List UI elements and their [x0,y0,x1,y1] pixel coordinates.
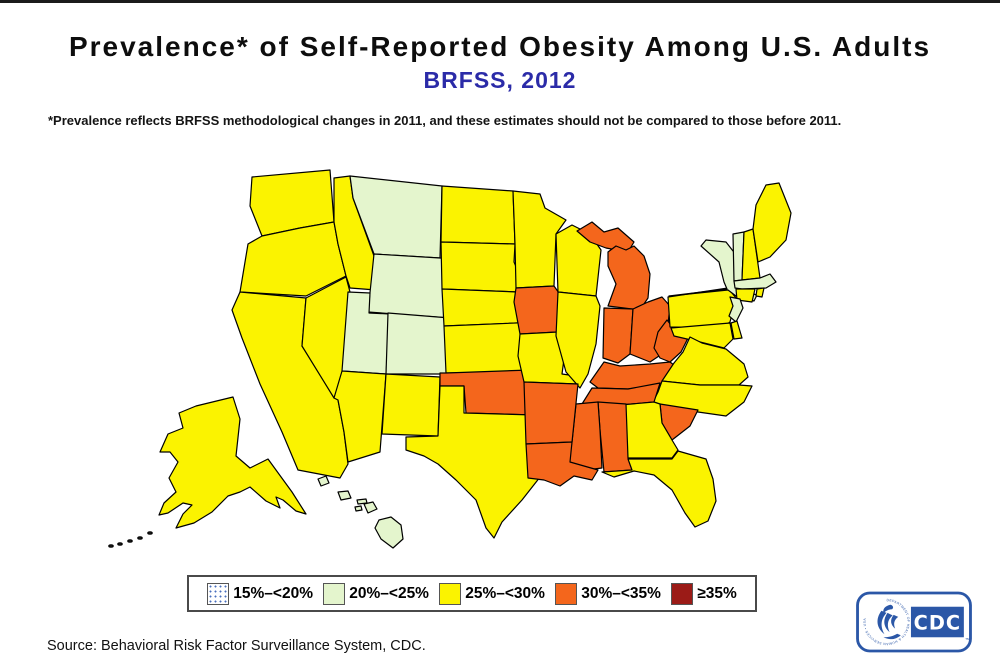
legend-swatch-30-35 [555,582,578,605]
legend-item-30-35: 30%–<35% [555,582,661,605]
state-ma [733,273,777,290]
state-il [555,291,601,389]
legend-label: ≥35% [697,584,737,602]
cdc-wordmark: CDC ™ [910,606,970,643]
state-me [752,182,792,263]
aleutian-islands [137,536,143,540]
source-note: Source: Behavioral Risk Factor Surveilla… [47,638,426,654]
page-title: Prevalence* of Self-Reported Obesity Amo… [68,31,932,62]
state-hi [354,505,363,512]
aleutian-islands [147,531,153,535]
cdc-hhs-logo: DEPARTMENT OF HEALTH & HUMAN SERVICES • … [856,591,972,653]
legend-label: 20%–<25% [349,584,429,602]
state-ak [158,396,307,529]
state-nd [440,185,516,245]
legend-item-35plus: ≥35% [671,582,737,605]
state-mi [607,245,651,311]
svg-text:CDC: CDC [914,612,961,635]
state-tx [405,385,545,539]
state-hi [317,475,330,487]
legend-label: 25%–<30% [465,584,545,602]
state-la [525,441,599,487]
legend-label: 30%–<35% [581,584,661,602]
legend-swatch-15-20 [207,582,230,605]
state-fl [601,450,717,528]
legend-item-15-20: 15%–<20% [207,582,313,605]
legend-item-20-25: 20%–<25% [323,582,429,605]
state-al [597,401,633,473]
state-nm [381,373,441,437]
state-sd [440,241,521,293]
state-nj [728,296,744,323]
legend-item-25-30: 25%–<30% [439,582,545,605]
footnote: *Prevalence reflects BRFSS methodologica… [48,113,842,128]
legend-swatch-35plus [671,582,694,605]
legend: 15%–<20% 20%–<25% 25%–<30% 30%–<35% ≥35% [187,575,757,612]
legend-swatch-25-30 [439,582,462,605]
aleutian-islands [108,544,114,548]
legend-swatch-20-25 [323,582,346,605]
state-pa [667,287,737,329]
state-hi [363,501,378,514]
state-ar [523,381,579,445]
state-ct [735,288,756,303]
state-mi [576,221,635,253]
state-de [730,320,743,340]
state-hi [337,490,352,501]
state-ri [755,287,765,298]
state-in [602,307,634,364]
legend-label: 15%–<20% [233,584,313,602]
aleutian-islands [117,542,123,546]
state-co [385,312,451,375]
page-subtitle: BRFSS, 2012 [423,67,577,93]
svg-text:™: ™ [965,637,970,643]
aleutian-islands [127,539,133,543]
state-hi [374,516,404,549]
top-border [0,0,1000,3]
